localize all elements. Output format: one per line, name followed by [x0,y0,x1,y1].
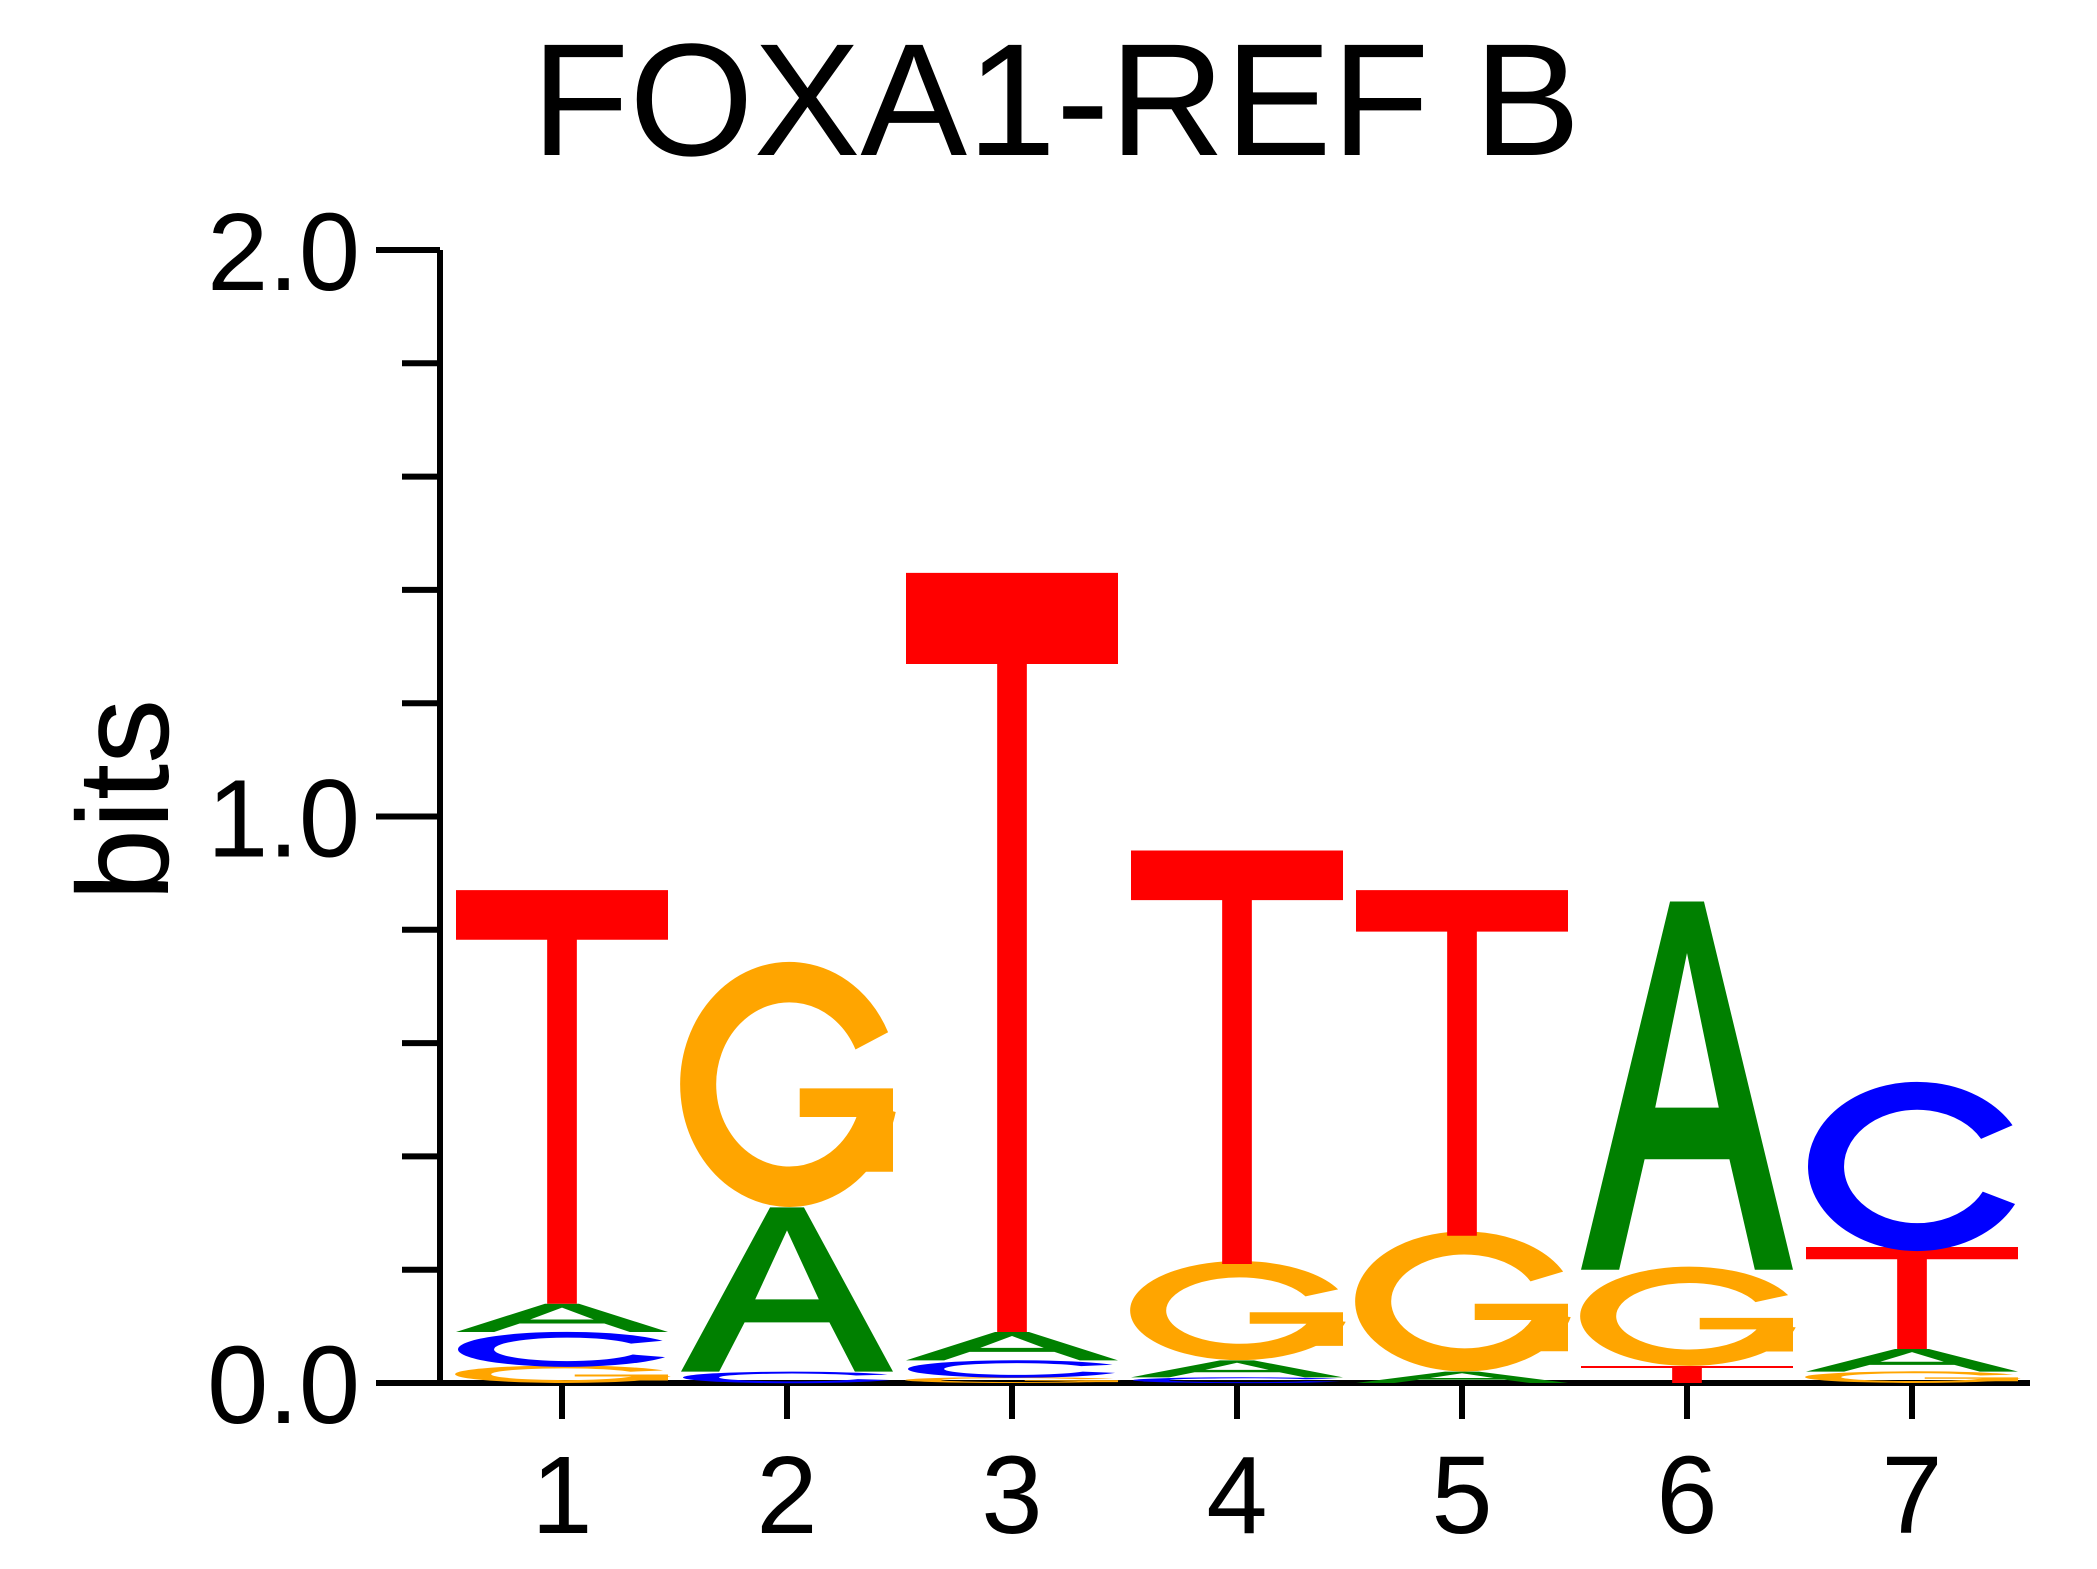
logo-letter-G [1130,1261,1346,1361]
y-tick-label: 2.0 [207,191,360,314]
x-axis: 1 2 3 4 5 6 7 [440,1380,2030,1557]
logo-letter-C [1808,1081,2016,1252]
logo-letter-G [905,1377,1121,1383]
logo-column [1805,1081,2021,1383]
chart-title: FOXA1-REF B [531,10,1580,189]
logo-letter-A [906,1332,1118,1361]
logo-letter-A [1131,1360,1343,1378]
y-tick-label: 1.0 [207,758,360,881]
logo-column [455,890,671,1383]
logo-letter-G [455,1365,671,1383]
x-tick-label: 3 [981,1434,1042,1557]
y-axis-title: bits [50,699,196,901]
y-tick-label: 0.0 [207,1324,360,1447]
x-tick-label: 6 [1656,1434,1717,1557]
logo-column [1580,901,1796,1383]
logo-letter-T [1131,850,1343,1265]
logo-letter-A [1356,1371,1568,1383]
x-tick-label: 2 [756,1434,817,1557]
logo-column [680,961,896,1384]
logo-column [905,572,1121,1383]
logo-letter-A [1806,1349,2018,1372]
logo-letter-T [1356,890,1568,1236]
letter-stacks [455,572,2021,1384]
logo-column [1355,890,1571,1383]
logo-letter-T [456,890,668,1304]
x-tick-label: 7 [1881,1434,1942,1557]
logo-letter-C [1133,1377,1341,1384]
logo-column [1130,850,1346,1384]
logo-letter-C [683,1371,891,1384]
x-tick-label: 1 [531,1434,592,1557]
x-tick-label: 5 [1431,1434,1492,1557]
logo-letter-T [906,572,1118,1333]
logo-letter-A [456,1303,668,1333]
logo-letter-G [1805,1371,2021,1383]
logo-letter-G [680,961,896,1207]
logo-letter-A [681,1207,893,1372]
y-axis: 0.0 1.0 2.0 [207,191,443,1447]
x-tick-label: 4 [1206,1434,1267,1557]
logo-letter-G [1580,1266,1796,1366]
logo-letter-A [1581,901,1793,1270]
logo-letter-T [1581,1366,1793,1383]
logo-letter-G [1355,1231,1571,1372]
logo-letter-C [458,1331,666,1367]
logo-letter-T [1806,1247,2018,1350]
logo-letter-C [908,1360,1116,1378]
